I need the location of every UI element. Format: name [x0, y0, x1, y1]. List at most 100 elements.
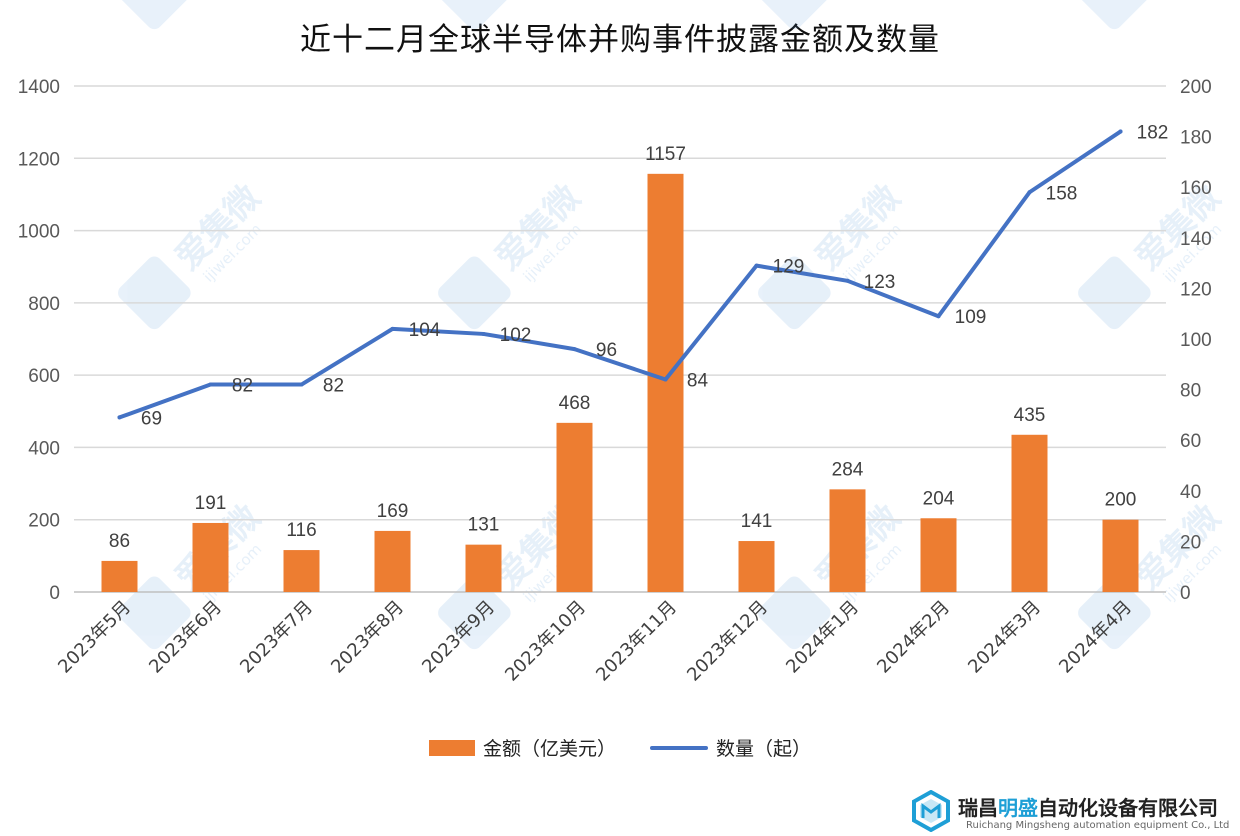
x-tick-label: 2023年8月 — [327, 597, 408, 678]
bar-data-label: 169 — [377, 501, 409, 522]
y-left-tick-label: 1400 — [18, 77, 60, 98]
bar — [647, 173, 684, 592]
line-point — [481, 331, 486, 336]
x-tick-label: 2023年11月 — [592, 597, 681, 686]
y-right-tick-label: 0 — [1180, 583, 1191, 604]
line-data-label: 82 — [232, 376, 253, 397]
line-data-label: 82 — [323, 376, 344, 397]
y-right-tick-label: 140 — [1180, 229, 1212, 250]
x-tick-label: 2024年2月 — [873, 597, 954, 678]
chart-title: 近十二月全球半导体并购事件披露金额及数量 — [300, 22, 940, 58]
y-right-tick-label: 100 — [1180, 330, 1212, 351]
watermark-logo — [1078, 0, 1151, 30]
legend-item-amount[interactable]: 金额（亿美元） — [428, 734, 616, 761]
y-right-tick-label: 180 — [1180, 128, 1212, 149]
y-right-tick-label: 160 — [1180, 178, 1212, 199]
y-right-tick-label: 60 — [1180, 431, 1201, 452]
watermark-logo — [438, 0, 511, 30]
x-tick-label: 2024年3月 — [964, 597, 1045, 678]
bar-data-label: 191 — [195, 493, 227, 514]
line-point — [1027, 190, 1032, 195]
bar-data-label: 86 — [109, 531, 130, 552]
bar — [829, 489, 866, 592]
bar — [374, 530, 411, 592]
bar-series: 86 191 116 169 131 468 1157 141 284 204 435 200 — [101, 144, 1139, 592]
y-left-tick-label: 1000 — [18, 222, 60, 243]
y-right-tick-label: 20 — [1180, 532, 1201, 553]
bar — [556, 422, 593, 592]
x-tick-label: 2023年12月 — [683, 597, 772, 686]
bar — [465, 544, 502, 592]
y-right-tick-label: 200 — [1180, 77, 1212, 98]
line-data-label: 102 — [500, 325, 532, 346]
bar-data-label: 435 — [1014, 405, 1046, 426]
line-point — [390, 326, 395, 331]
line-point — [208, 382, 213, 387]
y-right-tick-label: 40 — [1180, 482, 1201, 503]
y-right-tick-label: 120 — [1180, 279, 1212, 300]
line-data-label: 129 — [773, 257, 805, 278]
line-point — [754, 263, 759, 268]
watermark-logo — [118, 0, 191, 30]
hexagon-logo-icon — [912, 790, 950, 832]
bar-data-label: 200 — [1105, 490, 1137, 511]
y-left-tick-label: 400 — [28, 438, 60, 459]
bar — [1011, 434, 1048, 592]
line-point — [845, 278, 850, 283]
line-point — [117, 415, 122, 420]
line-data-label: 158 — [1046, 183, 1078, 204]
y-left-tick-label: 0 — [49, 583, 60, 604]
line-series: 69 82 82 104 102 96 84 129 123 109 158 182 — [117, 123, 1169, 429]
legend: 金额（亿美元） 数量（起） — [0, 734, 1240, 761]
legend-label-count: 数量（起） — [716, 738, 812, 760]
bar — [101, 560, 138, 592]
bar-data-label: 468 — [559, 393, 591, 414]
bar — [192, 522, 229, 592]
gridlines — [74, 85, 1166, 593]
line-data-label: 104 — [409, 320, 441, 341]
y-axis-right: 0 20 40 60 80 100 120 140 160 180 200 — [1180, 77, 1212, 604]
line-data-label: 123 — [864, 272, 896, 293]
bar-data-label: 284 — [832, 459, 864, 480]
legend-item-count[interactable]: 数量（起） — [650, 734, 811, 761]
y-left-tick-label: 600 — [28, 366, 60, 387]
watermark-logo — [1078, 576, 1151, 650]
line-path — [117, 129, 1123, 420]
company-name-c: 自动化设备有限公司 — [1038, 796, 1218, 820]
company-subtitle: Ruichang Mingsheng automation equipment … — [966, 820, 1230, 831]
y-axis-left: 0 200 400 600 800 1000 1200 1400 — [18, 77, 60, 604]
watermark-logo — [438, 576, 511, 650]
line-data-label: 182 — [1137, 123, 1169, 144]
line-point — [1118, 129, 1123, 134]
line-data-label: 96 — [596, 340, 617, 361]
company-name-a: 瑞昌 — [958, 796, 998, 820]
y-left-tick-label: 200 — [28, 511, 60, 532]
legend-label-amount: 金额（亿美元） — [482, 738, 616, 760]
line-data-label: 69 — [141, 408, 162, 429]
watermark-logo — [758, 576, 831, 650]
watermark-logo — [1078, 256, 1151, 330]
company-name-b: 明盛 — [998, 796, 1038, 820]
line-point — [663, 377, 668, 382]
x-tick-label: 2023年10月 — [501, 597, 590, 686]
bar-data-label: 141 — [741, 511, 773, 532]
line-point — [299, 382, 304, 387]
x-axis-labels: 2023年5月 2023年6月 2023年7月 2023年8月 2023年9月 2023年… — [54, 597, 1136, 686]
watermark-logo — [438, 256, 511, 330]
bar-data-label: 131 — [468, 515, 500, 536]
y-left-tick-label: 800 — [28, 294, 60, 315]
x-tick-label: 2023年5月 — [54, 597, 135, 678]
watermark-logo — [118, 256, 191, 330]
line-data-label: 109 — [955, 307, 987, 328]
x-tick-label: 2023年7月 — [236, 597, 317, 678]
y-left-tick-label: 1200 — [18, 149, 60, 170]
watermark-logo — [758, 0, 831, 30]
